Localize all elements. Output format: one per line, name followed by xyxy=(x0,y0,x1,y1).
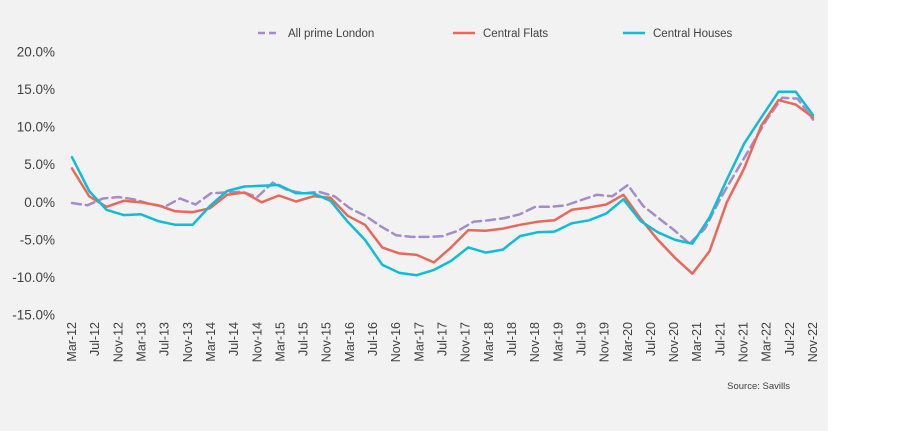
x-axis: Mar-12 Jul-12 Nov-12 Mar-13 Jul-13 Nov-13 Mar-… xyxy=(65,322,820,362)
x-tick-label: Nov-20 xyxy=(667,322,681,362)
y-tick-label: 5.0% xyxy=(24,157,55,172)
y-tick-label: 15.0% xyxy=(17,82,55,97)
x-tick-label: Jul-12 xyxy=(88,322,102,356)
x-tick-label: Jul-16 xyxy=(366,322,380,356)
x-tick-label: Jul-22 xyxy=(783,322,797,356)
y-tick-label: 0.0% xyxy=(24,195,55,210)
x-tick-label: Nov-16 xyxy=(389,322,403,362)
series-line-all-prime-london xyxy=(70,96,815,245)
x-tick-label: Mar-21 xyxy=(690,322,704,362)
x-tick-label: Nov-18 xyxy=(528,322,542,362)
x-tick-label: Jul-21 xyxy=(713,322,727,356)
y-tick-label: -5.0% xyxy=(20,232,55,247)
source-note: Source: Savills xyxy=(727,381,790,392)
x-tick-label: Mar-12 xyxy=(65,322,79,362)
x-tick-label: Nov-22 xyxy=(806,322,820,362)
y-tick-label: 10.0% xyxy=(17,120,55,135)
x-tick-label: Jul-13 xyxy=(158,322,172,356)
x-tick-label: Nov-21 xyxy=(737,322,751,362)
x-tick-label: Mar-16 xyxy=(343,322,357,362)
x-tick-label: Jul-14 xyxy=(227,322,241,356)
x-tick-label: Jul-15 xyxy=(297,322,311,356)
series-line-central-flats xyxy=(70,98,815,275)
legend-label: Central Houses xyxy=(653,28,733,40)
x-tick-label: Nov-14 xyxy=(250,322,264,362)
y-tick-label: -15.0% xyxy=(12,308,55,323)
legend-label: Central Flats xyxy=(483,28,548,40)
x-tick-label: Jul-20 xyxy=(644,322,658,356)
legend: All prime London Central Flats Central Hou… xyxy=(258,28,733,40)
x-tick-label: Mar-18 xyxy=(482,322,496,362)
x-tick-label: Jul-17 xyxy=(436,322,450,356)
series-lines xyxy=(70,90,815,277)
x-tick-label: Mar-13 xyxy=(134,322,148,362)
x-tick-label: Mar-20 xyxy=(621,322,635,362)
x-tick-label: Nov-19 xyxy=(598,322,612,362)
x-tick-label: Nov-13 xyxy=(181,322,195,362)
x-tick-label: Mar-17 xyxy=(412,322,426,362)
x-tick-label: Jul-19 xyxy=(574,322,588,356)
legend-label: All prime London xyxy=(288,28,374,40)
x-tick-label: Nov-12 xyxy=(111,322,125,362)
x-tick-label: Mar-19 xyxy=(551,322,565,362)
series-line-central-houses xyxy=(70,90,815,277)
y-tick-label: -10.0% xyxy=(12,270,55,285)
x-tick-label: Nov-17 xyxy=(459,322,473,362)
x-tick-label: Jul-18 xyxy=(505,322,519,356)
x-tick-label: Mar-15 xyxy=(273,322,287,362)
x-tick-label: Mar-14 xyxy=(204,322,218,362)
y-axis: 20.0% 15.0% 10.0% 5.0% 0.0% -5.0% -10.0% -15.0% xyxy=(12,45,55,323)
y-tick-label: 20.0% xyxy=(17,45,55,60)
x-tick-label: Mar-22 xyxy=(760,322,774,362)
x-tick-label: Nov-15 xyxy=(320,322,334,362)
